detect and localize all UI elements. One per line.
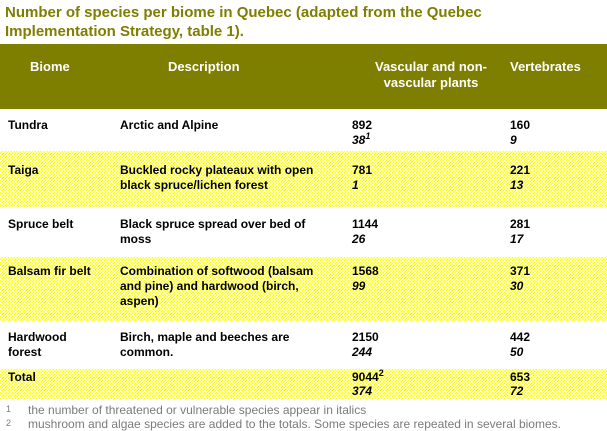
description-cell	[120, 370, 352, 399]
plants-cell: 1568 99	[352, 264, 510, 321]
plants-total-sup: 2	[378, 368, 384, 378]
page-title-line1: Number of species per biome in Quebec (a…	[5, 4, 482, 21]
biome-cell: Total	[8, 370, 36, 384]
vertebrates-cell: 653 72	[510, 370, 607, 399]
plants-total-value: 781	[352, 163, 373, 177]
footnote-text: the number of threatened or vulnerable s…	[28, 403, 367, 417]
plants-total-value: 2150	[352, 330, 379, 344]
table-row: Spruce belt Black spruce spread over bed…	[0, 207, 607, 257]
plants-threatened-value: 1	[352, 178, 359, 192]
page-title-line2: Implementation Strategy, table 1).	[5, 23, 244, 40]
vertebrates-total-value: 221	[510, 163, 531, 177]
biome-cell: Taiga	[8, 163, 39, 177]
vertebrates-total-value: 281	[510, 217, 531, 231]
biome-cell: Balsam fir belt	[8, 264, 91, 278]
footnote-marker: 1	[6, 404, 12, 414]
description-cell: Buckled rocky plateaux with open black s…	[120, 163, 314, 192]
plants-total-value: 892	[352, 118, 373, 132]
vertebrates-total-value: 653	[510, 370, 531, 384]
plants-threatened-value: 99	[352, 279, 366, 293]
table-row: Hardwood forest Birch, maple and beeches…	[0, 321, 607, 369]
vertebrates-threatened-value: 9	[510, 133, 517, 147]
plants-total-value: 1568	[352, 264, 379, 278]
plants-threatened-sup: 1	[365, 131, 371, 141]
table-row: Taiga Buckled rocky plateaux with open b…	[0, 151, 607, 207]
vertebrates-cell: 371 30	[510, 264, 607, 321]
table-row: Balsam fir belt Combination of softwood …	[0, 257, 607, 321]
table-row-total: Total 90442 374 653 72	[0, 369, 607, 399]
description-cell: Arctic and Alpine	[120, 118, 219, 132]
vertebrates-threatened-value: 17	[510, 232, 524, 246]
header-plants: Vascular and non-vascular plants	[375, 59, 487, 90]
plants-threatened-value: 38	[352, 133, 366, 147]
vertebrates-cell: 281 17	[510, 217, 607, 257]
footnote-text: mushroom and algae species are added to …	[28, 417, 561, 431]
plants-cell: 1144 26	[352, 217, 510, 257]
plants-cell: 90442 374	[352, 368, 510, 399]
species-table: Biome Description Vascular and non-vascu…	[0, 44, 607, 399]
description-cell: Birch, maple and beeches are common.	[120, 330, 290, 359]
footnotes: 1 the number of threatened or vulnerable…	[0, 399, 607, 431]
footnote: 2 mushroom and algae species are added t…	[6, 417, 607, 431]
vertebrates-total-value: 160	[510, 118, 531, 132]
plants-cell: 781 1	[352, 163, 510, 207]
biome-cell: Spruce belt	[8, 217, 74, 231]
table-header-row: Biome Description Vascular and non-vascu…	[0, 44, 607, 109]
plants-threatened-value: 244	[352, 345, 373, 359]
plants-total-value: 9044	[352, 370, 379, 384]
vertebrates-threatened-value: 30	[510, 279, 524, 293]
vertebrates-total-value: 371	[510, 264, 531, 278]
vertebrates-cell: 160 9	[510, 118, 607, 151]
vertebrates-cell: 221 13	[510, 163, 607, 207]
plants-threatened-value: 374	[352, 384, 373, 398]
vertebrates-threatened-value: 50	[510, 345, 524, 359]
plants-threatened-value: 26	[352, 232, 366, 246]
page-title: Number of species per biome in Quebec (a…	[0, 0, 607, 44]
plants-total-value: 1144	[352, 217, 379, 231]
footnote-marker: 2	[6, 418, 12, 428]
header-description: Description	[168, 59, 240, 74]
header-vertebrates: Vertebrates	[510, 59, 581, 74]
vertebrates-total-value: 442	[510, 330, 531, 344]
plants-cell: 892 381	[352, 118, 510, 151]
vertebrates-cell: 442 50	[510, 330, 607, 369]
description-cell: Combination of softwood (balsam and pine…	[120, 264, 314, 308]
biome-cell: Tundra	[8, 118, 48, 132]
plants-cell: 2150 244	[352, 330, 510, 369]
header-biome: Biome	[30, 59, 70, 74]
description-cell: Black spruce spread over bed of moss	[120, 217, 306, 246]
vertebrates-threatened-value: 13	[510, 178, 524, 192]
vertebrates-threatened-value: 72	[510, 384, 524, 398]
biome-cell: Hardwood forest	[8, 330, 67, 359]
table-row: Tundra Arctic and Alpine 892 381 160 9	[0, 109, 607, 151]
footnote: 1 the number of threatened or vulnerable…	[6, 403, 607, 417]
